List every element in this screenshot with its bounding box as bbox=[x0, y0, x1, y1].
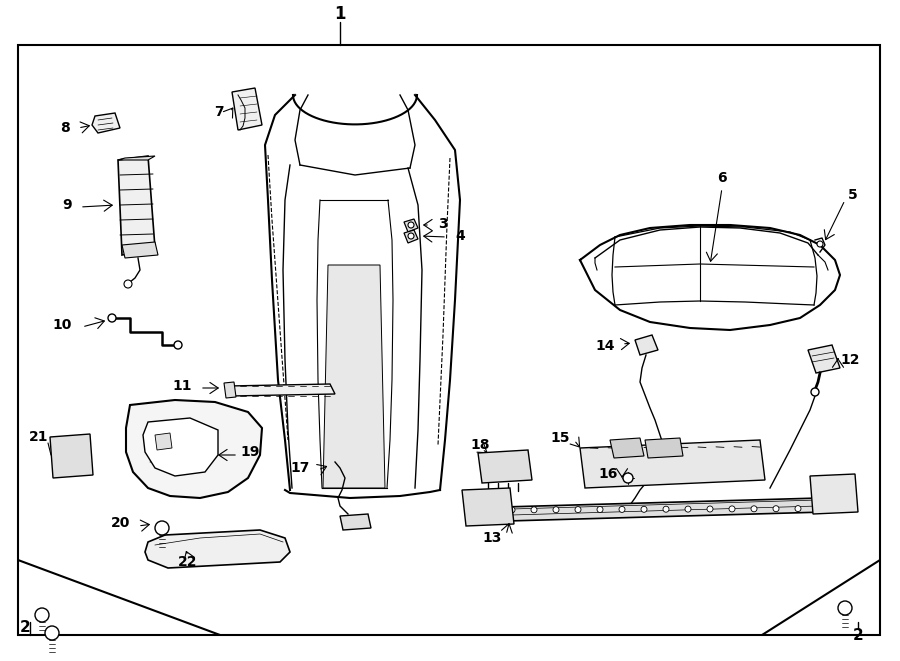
Text: 7: 7 bbox=[214, 105, 224, 119]
Circle shape bbox=[623, 473, 633, 483]
Polygon shape bbox=[808, 345, 840, 373]
Text: 19: 19 bbox=[240, 445, 259, 459]
Polygon shape bbox=[610, 438, 644, 458]
Polygon shape bbox=[323, 265, 385, 488]
Circle shape bbox=[838, 601, 852, 615]
Text: 8: 8 bbox=[60, 121, 70, 135]
Circle shape bbox=[509, 507, 515, 513]
Circle shape bbox=[795, 506, 801, 512]
Text: 10: 10 bbox=[52, 318, 72, 332]
Text: 6: 6 bbox=[717, 171, 727, 185]
Circle shape bbox=[575, 506, 581, 512]
Circle shape bbox=[408, 222, 414, 228]
Polygon shape bbox=[232, 88, 262, 130]
Text: 11: 11 bbox=[173, 379, 192, 393]
Circle shape bbox=[663, 506, 669, 512]
Circle shape bbox=[45, 626, 59, 640]
Text: 5: 5 bbox=[848, 188, 858, 202]
Circle shape bbox=[487, 507, 493, 513]
Polygon shape bbox=[340, 514, 371, 530]
Polygon shape bbox=[404, 219, 418, 232]
Circle shape bbox=[641, 506, 647, 512]
Polygon shape bbox=[92, 113, 120, 133]
Polygon shape bbox=[118, 156, 155, 160]
Polygon shape bbox=[228, 384, 335, 396]
Polygon shape bbox=[468, 498, 825, 522]
Text: 2: 2 bbox=[852, 629, 863, 644]
Circle shape bbox=[619, 506, 625, 512]
Polygon shape bbox=[404, 230, 418, 243]
Text: 14: 14 bbox=[596, 339, 615, 353]
Polygon shape bbox=[122, 242, 158, 258]
Text: 21: 21 bbox=[29, 430, 48, 444]
Circle shape bbox=[773, 506, 779, 512]
Text: 9: 9 bbox=[62, 198, 72, 212]
Circle shape bbox=[597, 506, 603, 512]
Text: 20: 20 bbox=[111, 516, 130, 530]
Polygon shape bbox=[126, 400, 262, 498]
Circle shape bbox=[707, 506, 713, 512]
Text: 3: 3 bbox=[438, 217, 447, 231]
Circle shape bbox=[108, 314, 116, 322]
Circle shape bbox=[408, 233, 414, 239]
Polygon shape bbox=[118, 156, 155, 255]
Polygon shape bbox=[224, 382, 236, 398]
Text: 16: 16 bbox=[598, 467, 618, 481]
Polygon shape bbox=[50, 434, 93, 478]
Circle shape bbox=[155, 521, 169, 535]
Polygon shape bbox=[143, 418, 218, 476]
Polygon shape bbox=[810, 474, 858, 514]
Text: 1: 1 bbox=[334, 5, 346, 23]
Text: 4: 4 bbox=[455, 229, 464, 243]
Circle shape bbox=[124, 280, 132, 288]
Text: 18: 18 bbox=[471, 438, 490, 452]
Circle shape bbox=[811, 388, 819, 396]
Polygon shape bbox=[145, 530, 290, 568]
Polygon shape bbox=[580, 440, 765, 488]
Circle shape bbox=[553, 507, 559, 513]
Polygon shape bbox=[155, 433, 172, 450]
Text: 2: 2 bbox=[20, 621, 31, 635]
Text: 12: 12 bbox=[840, 353, 860, 367]
Circle shape bbox=[729, 506, 735, 512]
Text: 13: 13 bbox=[482, 531, 502, 545]
Circle shape bbox=[174, 341, 182, 349]
Circle shape bbox=[531, 507, 537, 513]
Text: 15: 15 bbox=[551, 431, 570, 445]
Polygon shape bbox=[462, 488, 514, 526]
Circle shape bbox=[817, 241, 823, 247]
Polygon shape bbox=[645, 438, 683, 458]
Text: 22: 22 bbox=[178, 555, 198, 569]
Circle shape bbox=[751, 506, 757, 512]
Circle shape bbox=[35, 608, 49, 622]
Text: 17: 17 bbox=[291, 461, 310, 475]
Circle shape bbox=[685, 506, 691, 512]
Polygon shape bbox=[635, 335, 658, 355]
Polygon shape bbox=[478, 450, 532, 483]
